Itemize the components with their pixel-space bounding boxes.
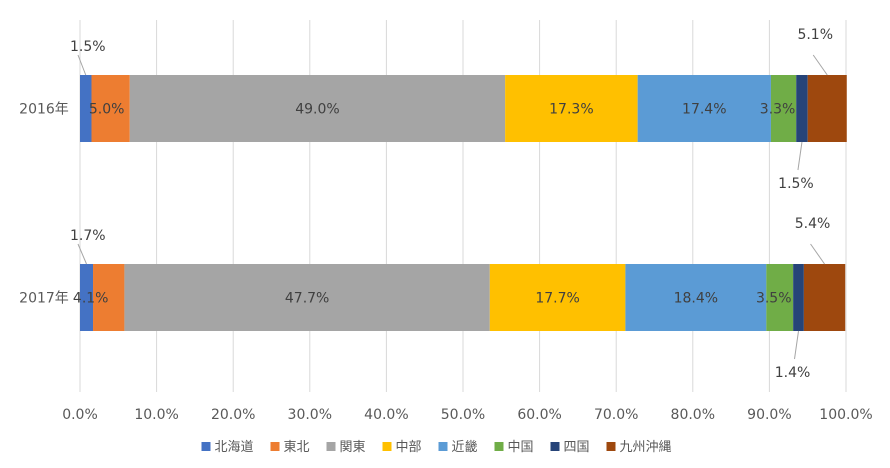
data-label: 1.7% bbox=[70, 228, 106, 244]
legend-item: 中国 bbox=[494, 440, 534, 455]
leader-line bbox=[797, 141, 803, 171]
data-label: 47.7% bbox=[285, 291, 329, 307]
legend-item: 関東 bbox=[326, 439, 366, 455]
bar-segment bbox=[766, 264, 794, 331]
legend-item: 北海道 bbox=[201, 440, 254, 455]
data-label: 4.1% bbox=[73, 291, 109, 307]
x-tick-label: 90.0% bbox=[747, 407, 791, 423]
data-label: 5.1% bbox=[797, 27, 833, 43]
leader-line bbox=[77, 54, 87, 76]
bar-segment bbox=[770, 75, 797, 142]
x-tick-label: 80.0% bbox=[671, 407, 715, 423]
bar-segment bbox=[124, 264, 490, 331]
bar-segment bbox=[807, 75, 847, 142]
data-label: 18.4% bbox=[674, 291, 718, 307]
leader-line bbox=[77, 243, 87, 265]
legend-swatch bbox=[326, 442, 336, 451]
leader-line bbox=[812, 54, 828, 76]
data-label: 1.5% bbox=[778, 176, 814, 192]
x-tick-label: 50.0% bbox=[441, 407, 485, 423]
legend-item: 近畿 bbox=[438, 440, 478, 455]
bar-segment bbox=[91, 75, 130, 142]
data-label: 3.3% bbox=[760, 102, 796, 118]
x-tick-label: 100.0% bbox=[819, 407, 872, 423]
bar-segment bbox=[489, 264, 626, 331]
legend-swatch bbox=[201, 442, 211, 451]
data-label: 1.4% bbox=[775, 365, 811, 381]
bars bbox=[80, 75, 847, 331]
legend-label: 東北 bbox=[284, 439, 310, 455]
legend-swatch bbox=[438, 442, 448, 451]
data-label: 17.3% bbox=[549, 102, 593, 118]
legend-label: 近畿 bbox=[452, 440, 478, 455]
x-tick-label: 20.0% bbox=[211, 407, 255, 423]
bar-segment bbox=[93, 264, 125, 331]
legend-label: 九州沖縄 bbox=[620, 440, 672, 455]
bar-segment bbox=[793, 264, 804, 331]
legend-swatch bbox=[550, 442, 560, 451]
legend-label: 中国 bbox=[508, 440, 534, 455]
legend-swatch bbox=[270, 442, 280, 451]
legend-label: 北海道 bbox=[215, 440, 254, 455]
bar-segment bbox=[129, 75, 506, 142]
leader-lines bbox=[77, 54, 828, 360]
legend-item: 中部 bbox=[382, 440, 422, 455]
data-label: 5.4% bbox=[795, 216, 831, 232]
legend-swatch bbox=[382, 442, 392, 451]
value-axis: 0.0% 10.0% 20.0% 30.0% 40.0% 50.0% 60.0% 70.0% 8… bbox=[62, 407, 872, 423]
bar-segment bbox=[625, 264, 767, 331]
legend-swatch bbox=[606, 442, 616, 451]
category-label: 2017年 bbox=[19, 291, 69, 307]
legend-label: 関東 bbox=[340, 439, 366, 455]
legend: 北海道 東北 関東 中部 近畿 中国 四国 九州沖縄 bbox=[201, 439, 672, 455]
bar-segment bbox=[803, 264, 846, 331]
data-label: 17.7% bbox=[535, 291, 579, 307]
data-label: 49.0% bbox=[295, 102, 339, 118]
bar-segment bbox=[796, 75, 808, 142]
legend-item: 九州沖縄 bbox=[606, 440, 672, 455]
x-tick-label: 10.0% bbox=[134, 407, 178, 423]
x-tick-label: 30.0% bbox=[288, 407, 332, 423]
legend-label: 四国 bbox=[564, 440, 590, 455]
bar-segment bbox=[505, 75, 638, 142]
data-label: 5.0% bbox=[89, 102, 125, 118]
legend-label: 中部 bbox=[396, 440, 422, 455]
data-labels: 1.5% 5.0% 49.0% 17.3% 17.4% 3.3% 1.5% 5.1% 1.7% 4… bbox=[70, 27, 833, 381]
x-tick-label: 60.0% bbox=[517, 407, 561, 423]
x-tick-label: 40.0% bbox=[364, 407, 408, 423]
data-label: 3.5% bbox=[756, 291, 792, 307]
category-axis: 2016年 2017年 bbox=[19, 102, 69, 307]
legend-swatch bbox=[494, 442, 504, 451]
x-tick-label: 70.0% bbox=[594, 407, 638, 423]
category-label: 2016年 bbox=[19, 102, 69, 118]
data-label: 1.5% bbox=[70, 39, 106, 55]
leader-line bbox=[810, 243, 825, 265]
leader-line bbox=[794, 330, 800, 360]
legend-item: 四国 bbox=[550, 440, 590, 455]
x-tick-label: 0.0% bbox=[62, 407, 98, 423]
bar-segment bbox=[80, 75, 92, 142]
legend-item: 東北 bbox=[270, 439, 310, 455]
bar-segment bbox=[637, 75, 771, 142]
data-label: 17.4% bbox=[682, 102, 726, 118]
bar-segment bbox=[80, 264, 94, 331]
